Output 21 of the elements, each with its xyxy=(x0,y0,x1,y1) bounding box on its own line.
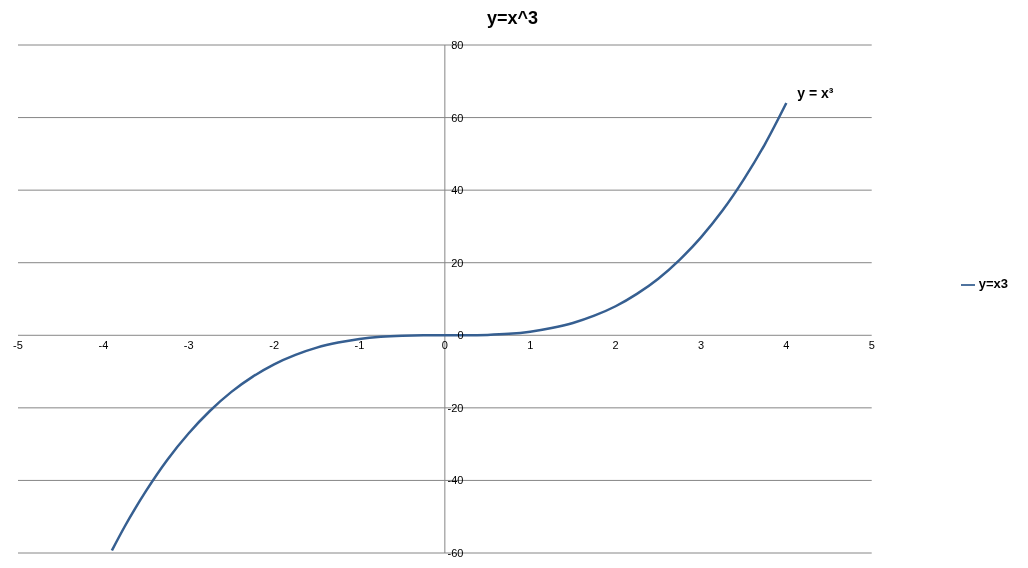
x-tick-label: 4 xyxy=(783,339,790,352)
x-tick-label: 3 xyxy=(697,339,705,352)
x-tick-label: 1 xyxy=(527,339,534,352)
y-tick-label: 60 xyxy=(451,111,464,124)
x-tick-label: -3 xyxy=(183,339,194,352)
legend-label: y=x3 xyxy=(978,276,1008,292)
x-tick-label: -2 xyxy=(269,339,279,352)
y-tick-label: 80 xyxy=(451,39,464,51)
x-tick-label: 2 xyxy=(612,339,619,352)
chart-title: y=x^3 xyxy=(485,8,540,29)
annotation: y = x³ xyxy=(797,85,834,102)
x-tick-label: -1 xyxy=(354,339,365,352)
x-tick-label: 5 xyxy=(868,339,875,352)
y-tick-label: 0 xyxy=(457,329,464,342)
y-tick-label: -20 xyxy=(447,401,464,414)
x-tick-label: -5 xyxy=(13,339,23,352)
y-tick-label: -60 xyxy=(447,547,464,559)
y-tick-label: 20 xyxy=(451,256,464,269)
y-tick-label: 40 xyxy=(451,184,464,197)
y-tick-label: -40 xyxy=(447,474,464,487)
x-tick-label: -4 xyxy=(98,339,109,352)
